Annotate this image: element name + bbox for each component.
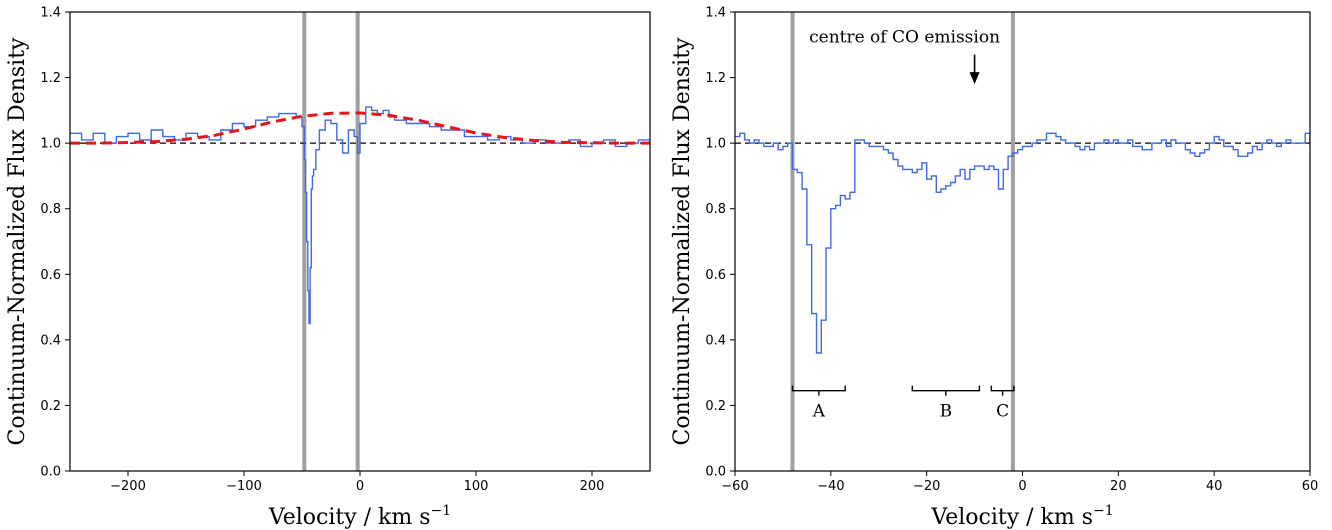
y-tick-label: 1.4 [705, 6, 726, 21]
x-tick-label: −60 [721, 479, 748, 494]
x-tick-label: 0 [1018, 479, 1026, 494]
x-axis-title: Velocity / km s−1 [930, 503, 1113, 530]
region-label: C [996, 402, 1009, 422]
y-axis-title: Continuum-Normalized Flux Density [5, 37, 30, 446]
y-tick-label: 1.0 [40, 137, 61, 152]
co-emission-annotation: centre of CO emission [809, 28, 1000, 48]
x-tick-label: −100 [226, 479, 262, 494]
y-axis-title: Continuum-Normalized Flux Density [670, 37, 695, 446]
x-tick-label: 60 [1302, 479, 1319, 494]
y-tick-label: 0.8 [40, 202, 61, 217]
y-tick-label: 0.0 [40, 465, 61, 480]
y-tick-label: 1.4 [40, 6, 61, 21]
plot-frame [69, 11, 651, 472]
y-tick-label: 0.6 [40, 268, 61, 283]
region-bracket [990, 385, 1015, 396]
x-tick-label: 0 [356, 479, 364, 494]
left-panel: −200 −100 0 100 200 0.0 0.2 0.4 0.6 0.8 1.0 1.2 1.4 V… [5, 6, 651, 530]
y-tick-label: 0.2 [40, 399, 61, 414]
spectrum-series [735, 132, 1310, 354]
y-tick-label: 1.2 [40, 71, 61, 86]
x-tick-label: 200 [580, 479, 605, 494]
right-panel: −60 −40 −20 0 20 40 60 0.0 0.2 0.4 0.6 0.8 1.0 1.2 1.4… [670, 6, 1318, 530]
y-tick-label: 0.4 [705, 333, 726, 348]
x-tick-label: −40 [817, 479, 844, 494]
y-tick-label: 0.0 [705, 465, 726, 480]
region-label: A [812, 402, 826, 422]
y-tick-label: 0.2 [705, 399, 726, 414]
arrow-head-icon [969, 72, 980, 85]
x-tick-label: −200 [110, 479, 146, 494]
y-tick-label: 0.4 [40, 333, 61, 348]
gaussian-fit-series [70, 111, 650, 145]
y-tick-label: 1.2 [705, 71, 726, 86]
y-tick-label: 0.8 [705, 202, 726, 217]
x-tick-label: 20 [1110, 479, 1127, 494]
x-tick-label: 40 [1206, 479, 1223, 494]
x-axis-title: Velocity / km s−1 [268, 503, 451, 530]
y-tick-label: 0.6 [705, 268, 726, 283]
region-label: B [940, 402, 953, 422]
y-tick-label: 1.0 [705, 137, 726, 152]
x-tick-label: −20 [913, 479, 940, 494]
spectrum-series [70, 106, 650, 325]
region-bracket [911, 385, 981, 396]
region-bracket [791, 385, 846, 396]
x-tick-label: 100 [464, 479, 489, 494]
